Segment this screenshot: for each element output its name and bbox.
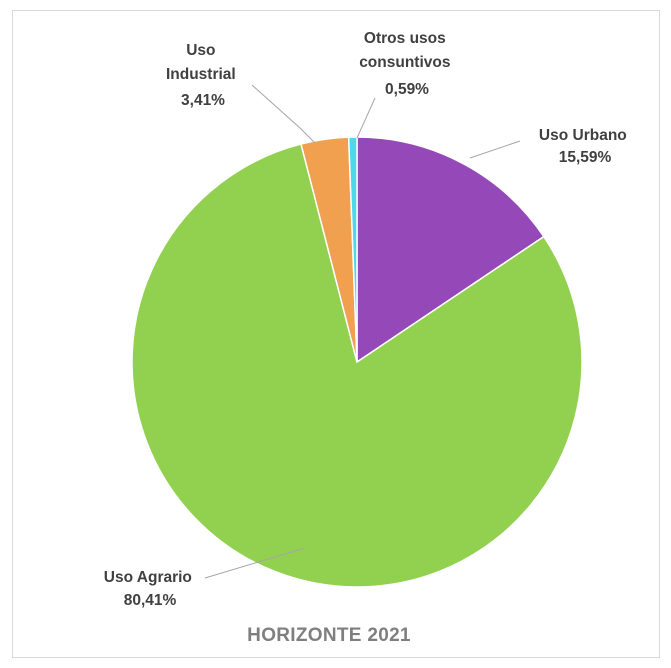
pie-slice-uso-urbano [356, 136, 545, 364]
leader-line-uso-urbano [469, 140, 521, 159]
leader-line-otros-usos [356, 97, 376, 139]
slice-label-otros-usos: Otros usos consuntivos 0,59% [359, 30, 455, 98]
slice-label-uso-agrario: Uso Agrario 80,41% [104, 569, 196, 609]
slice-name-uso-urbano: Uso Urbano [539, 127, 627, 144]
pie-slice-uso-agrario [131, 143, 583, 588]
pie-slices [131, 136, 583, 588]
slice-name-uso-industrial-1: Uso [186, 42, 215, 59]
slice-value-uso-agrario: 80,41% [124, 592, 177, 609]
slice-value-uso-industrial: 3,41% [181, 92, 225, 109]
leader-line-uso-agrario [204, 547, 306, 579]
slice-label-uso-urbano: Uso Urbano 15,59% [539, 127, 631, 166]
slice-label-uso-industrial: Uso Industrial 3,41% [166, 42, 240, 109]
slice-name-otros-usos-1: Otros usos [364, 30, 446, 47]
leader-lines [204, 84, 521, 579]
slice-value-uso-urbano: 15,59% [559, 149, 612, 166]
slice-name-uso-agrario: Uso Agrario [104, 569, 192, 586]
chart-caption: HORIZONTE 2021 [247, 625, 411, 646]
slice-value-otros-usos: 0,59% [385, 81, 429, 98]
slice-name-otros-usos-2: consuntivos [359, 54, 450, 71]
slice-name-uso-industrial-2: Industrial [166, 66, 236, 83]
leader-line-uso-industrial [251, 84, 316, 144]
